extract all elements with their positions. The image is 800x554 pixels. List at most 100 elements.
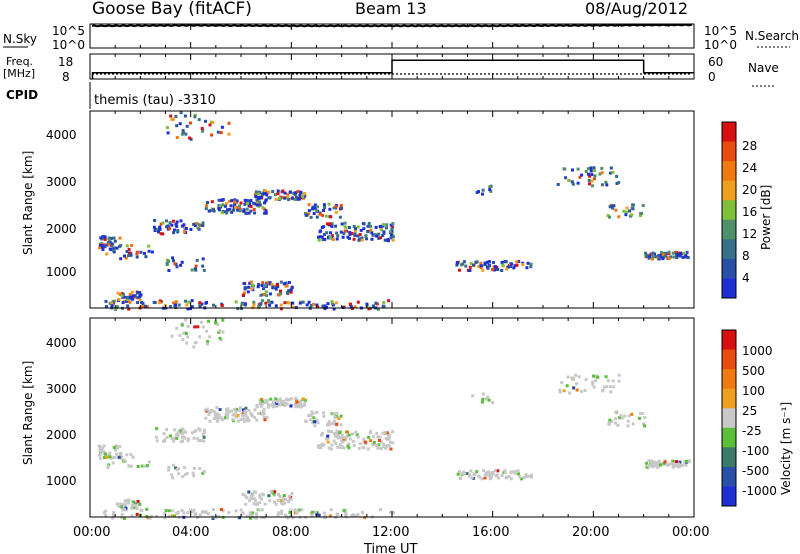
echo-point — [115, 502, 119, 506]
echo-point — [197, 118, 201, 122]
cpid-label: CPID — [6, 88, 38, 102]
echo-point — [145, 507, 149, 511]
echo-point — [127, 498, 131, 502]
echo-point — [300, 508, 304, 512]
echo-point — [304, 419, 308, 423]
echo-point — [330, 421, 334, 425]
echo-point — [391, 441, 395, 445]
echo-point — [329, 447, 333, 451]
echo-point — [591, 380, 595, 384]
echo-point — [165, 126, 169, 130]
echo-point — [347, 433, 351, 437]
echo-point — [208, 419, 212, 423]
echo-point — [328, 222, 332, 226]
echo-point — [244, 406, 248, 410]
echo-point — [271, 405, 275, 409]
echo-point — [236, 208, 240, 212]
echo-point — [120, 456, 124, 460]
echo-point — [173, 428, 177, 432]
echo-point — [136, 301, 140, 304]
echo-point — [675, 251, 678, 254]
echo-point — [617, 215, 621, 219]
echo-point — [362, 227, 366, 231]
colorbar-segment — [722, 200, 736, 221]
echo-point — [103, 237, 107, 241]
echo-point — [318, 444, 322, 448]
echo-point — [167, 465, 171, 469]
echo-point — [316, 421, 320, 425]
echo-point — [644, 251, 647, 255]
echo-point — [183, 473, 187, 477]
echo-point — [487, 260, 491, 264]
echo-point — [486, 266, 490, 270]
echo-point — [575, 388, 579, 392]
echo-point — [174, 115, 178, 118]
velocity-ytick-4000: 4000 — [46, 336, 77, 350]
echo-point — [350, 232, 354, 235]
echo-point — [291, 305, 295, 309]
echo-point — [183, 466, 186, 470]
echo-point — [496, 268, 500, 271]
echo-point — [377, 443, 381, 447]
echo-point — [161, 221, 165, 225]
echo-point — [110, 301, 114, 305]
echo-point — [518, 475, 522, 479]
echo-point — [385, 226, 388, 230]
echo-point — [127, 247, 131, 251]
echo-point — [201, 224, 205, 227]
echo-point — [188, 136, 192, 140]
echo-point — [105, 455, 109, 459]
echo-point — [679, 463, 683, 467]
echo-point — [134, 500, 138, 504]
echo-point — [190, 299, 194, 303]
echo-point — [674, 460, 678, 463]
nsearch-tick-top: 10^5 — [704, 24, 737, 38]
echo-point — [387, 437, 391, 441]
echo-point — [619, 413, 623, 417]
echo-point — [471, 394, 475, 398]
echo-point — [247, 211, 251, 215]
echo-point — [100, 446, 104, 450]
echo-point — [606, 379, 610, 383]
echo-point — [122, 507, 126, 511]
echo-point — [361, 222, 365, 225]
echo-point — [347, 446, 351, 450]
echo-point — [575, 382, 579, 386]
echo-point — [322, 203, 326, 207]
echo-point — [252, 516, 256, 520]
echo-point — [155, 514, 159, 518]
echo-point — [283, 191, 287, 195]
echo-point — [465, 472, 469, 476]
echo-point — [320, 226, 324, 229]
echo-point — [334, 432, 338, 436]
echo-point — [315, 215, 319, 219]
echo-point — [609, 390, 613, 394]
echo-point — [155, 435, 159, 439]
echo-point — [221, 203, 225, 207]
echo-point — [643, 416, 647, 420]
echo-point — [138, 298, 142, 302]
echo-point — [226, 414, 230, 418]
echo-point — [318, 235, 322, 239]
echo-point — [99, 236, 103, 240]
echo-point — [567, 179, 571, 183]
echo-point — [617, 373, 621, 377]
echo-point — [249, 205, 253, 208]
echo-point — [193, 113, 197, 117]
echo-point — [562, 389, 566, 393]
velocity-cbar-tick-500: 500 — [742, 364, 765, 378]
echo-point — [339, 204, 343, 208]
echo-point — [264, 290, 268, 294]
echo-point — [606, 214, 610, 218]
echo-point — [677, 462, 680, 466]
nave-tick-top: 60 — [708, 55, 723, 69]
echo-point — [329, 231, 332, 235]
echo-point — [382, 301, 386, 305]
echo-point — [376, 446, 380, 450]
colorbar-segment — [722, 349, 736, 370]
echo-point — [273, 490, 277, 494]
echo-point — [111, 461, 115, 465]
echo-point — [375, 431, 379, 435]
velocity-cbar-tick-neg500: -500 — [742, 464, 769, 478]
echo-point — [261, 206, 265, 210]
